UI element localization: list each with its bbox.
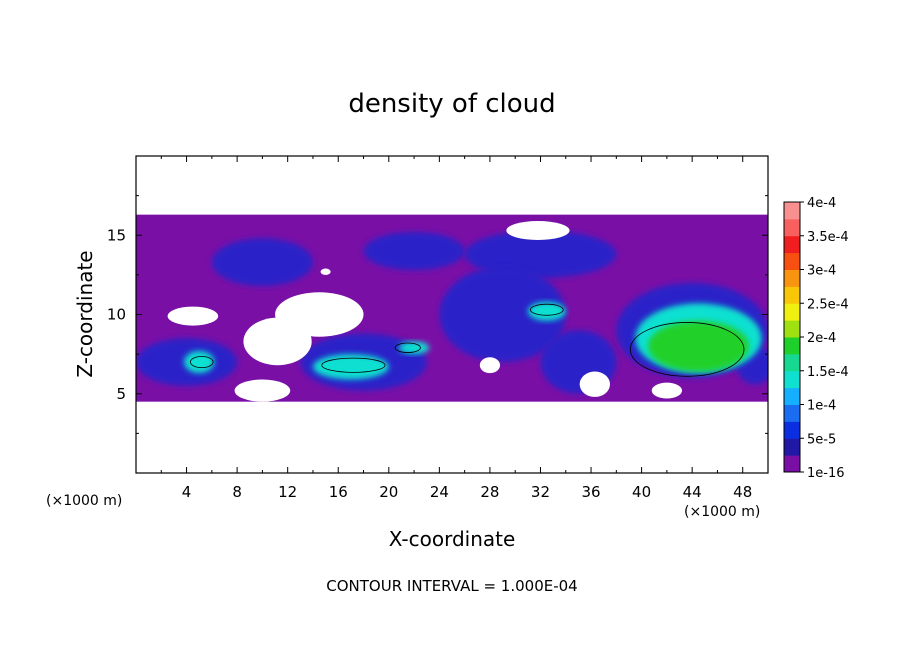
x-axis-ticks: 4 8 12 16 20 24 28 32 36 40 44 48	[160, 156, 752, 501]
contour-interval-note: CONTOUR INTERVAL = 1.000E-04	[326, 577, 577, 595]
density-region-15	[647, 320, 750, 372]
colorbar-swatch-14	[784, 218, 800, 237]
colorbar-label-7: 3.5e-4	[807, 230, 849, 245]
colorbar-label-6: 3e-4	[807, 264, 836, 279]
colorbar-label-4: 2e-4	[807, 331, 836, 346]
colorbar-swatch-4	[784, 387, 800, 405]
plot-area	[136, 156, 768, 473]
colorbar-swatch-0	[784, 455, 800, 473]
x-tick-label-32: 32	[531, 483, 550, 501]
density-region-10	[527, 301, 566, 321]
contour-1	[629, 322, 745, 377]
colorbar-swatch-8	[784, 320, 800, 338]
colorbar-swatch-9	[784, 303, 800, 321]
x-tick-label-16: 16	[329, 483, 348, 501]
density-region-13	[184, 350, 215, 374]
contour-4	[394, 342, 421, 353]
x-tick-label-28: 28	[480, 483, 499, 501]
x-tick-label-44: 44	[683, 483, 702, 501]
x-axis-label: X-coordinate	[389, 527, 516, 551]
colorbar-label-1: 5e-5	[807, 432, 836, 447]
density-region-12	[312, 354, 389, 380]
y-tick-label-10: 10	[107, 306, 126, 324]
colorbar-swatch-2	[784, 421, 800, 439]
gap-1	[243, 317, 312, 366]
x-unit-right: (×1000 m)	[684, 504, 760, 520]
colorbar-swatch-12	[784, 252, 800, 270]
colorbar-swatch-10	[784, 286, 800, 304]
colorbar-legend: 1e-16 5e-5 1e-4 1.5e-4 2e-4 2.5e-4 3e-4 3.5e-4 4…	[783, 196, 849, 481]
colorbar-label-5: 2.5e-4	[807, 297, 849, 312]
contour-lines	[189, 303, 745, 377]
y-tick-label-15: 15	[107, 226, 126, 244]
gap-2	[167, 306, 219, 326]
x-tick-label-40: 40	[632, 483, 651, 501]
gap-3	[234, 379, 291, 402]
contour-2	[321, 357, 386, 373]
gap-8	[651, 382, 683, 399]
clear-air-gaps	[167, 220, 683, 402]
colorbar-label-8: 4e-4	[807, 196, 836, 211]
colorbar-swatch-1	[784, 438, 800, 456]
x-tick-label-24: 24	[430, 483, 449, 501]
colorbar-swatch-6	[784, 353, 800, 372]
y-axis-ticks: 5 10 15	[107, 195, 768, 434]
colorbar-swatch-11	[784, 269, 800, 287]
density-region-3	[464, 230, 617, 279]
contour-3	[189, 356, 214, 368]
x-unit-left: (×1000 m)	[46, 493, 122, 509]
density-field	[136, 214, 768, 402]
colorbar-swatch-7	[784, 337, 800, 355]
contour-0	[529, 303, 564, 316]
x-tick-label-36: 36	[581, 483, 600, 501]
gap-4	[579, 371, 610, 397]
x-tick-label-8: 8	[232, 483, 242, 501]
gap-7	[320, 268, 331, 275]
x-tick-label-4: 4	[182, 483, 192, 501]
gap-6	[506, 220, 570, 241]
colorbar-label-2: 1e-4	[807, 399, 836, 414]
y-axis-label: Z-coordinate	[73, 250, 97, 377]
chart-title: density of cloud	[348, 89, 555, 119]
gap-5	[479, 357, 501, 374]
density-region-4	[439, 266, 566, 363]
colorbar-swatch-3	[784, 404, 800, 422]
density-region-2	[363, 232, 465, 271]
x-tick-label-20: 20	[379, 483, 398, 501]
colorbar-swatch-13	[784, 235, 800, 254]
colorbar-label-0: 1e-16	[807, 466, 845, 481]
colorbar-swatch-5	[784, 370, 800, 389]
x-tick-label-12: 12	[278, 483, 297, 501]
density-region-14	[398, 341, 430, 355]
x-tick-label-48: 48	[733, 483, 752, 501]
colorbar-swatch-15	[784, 202, 800, 220]
density-region-1	[211, 238, 313, 286]
colorbar-label-3: 1.5e-4	[807, 365, 849, 380]
y-tick-label-5: 5	[116, 385, 126, 403]
